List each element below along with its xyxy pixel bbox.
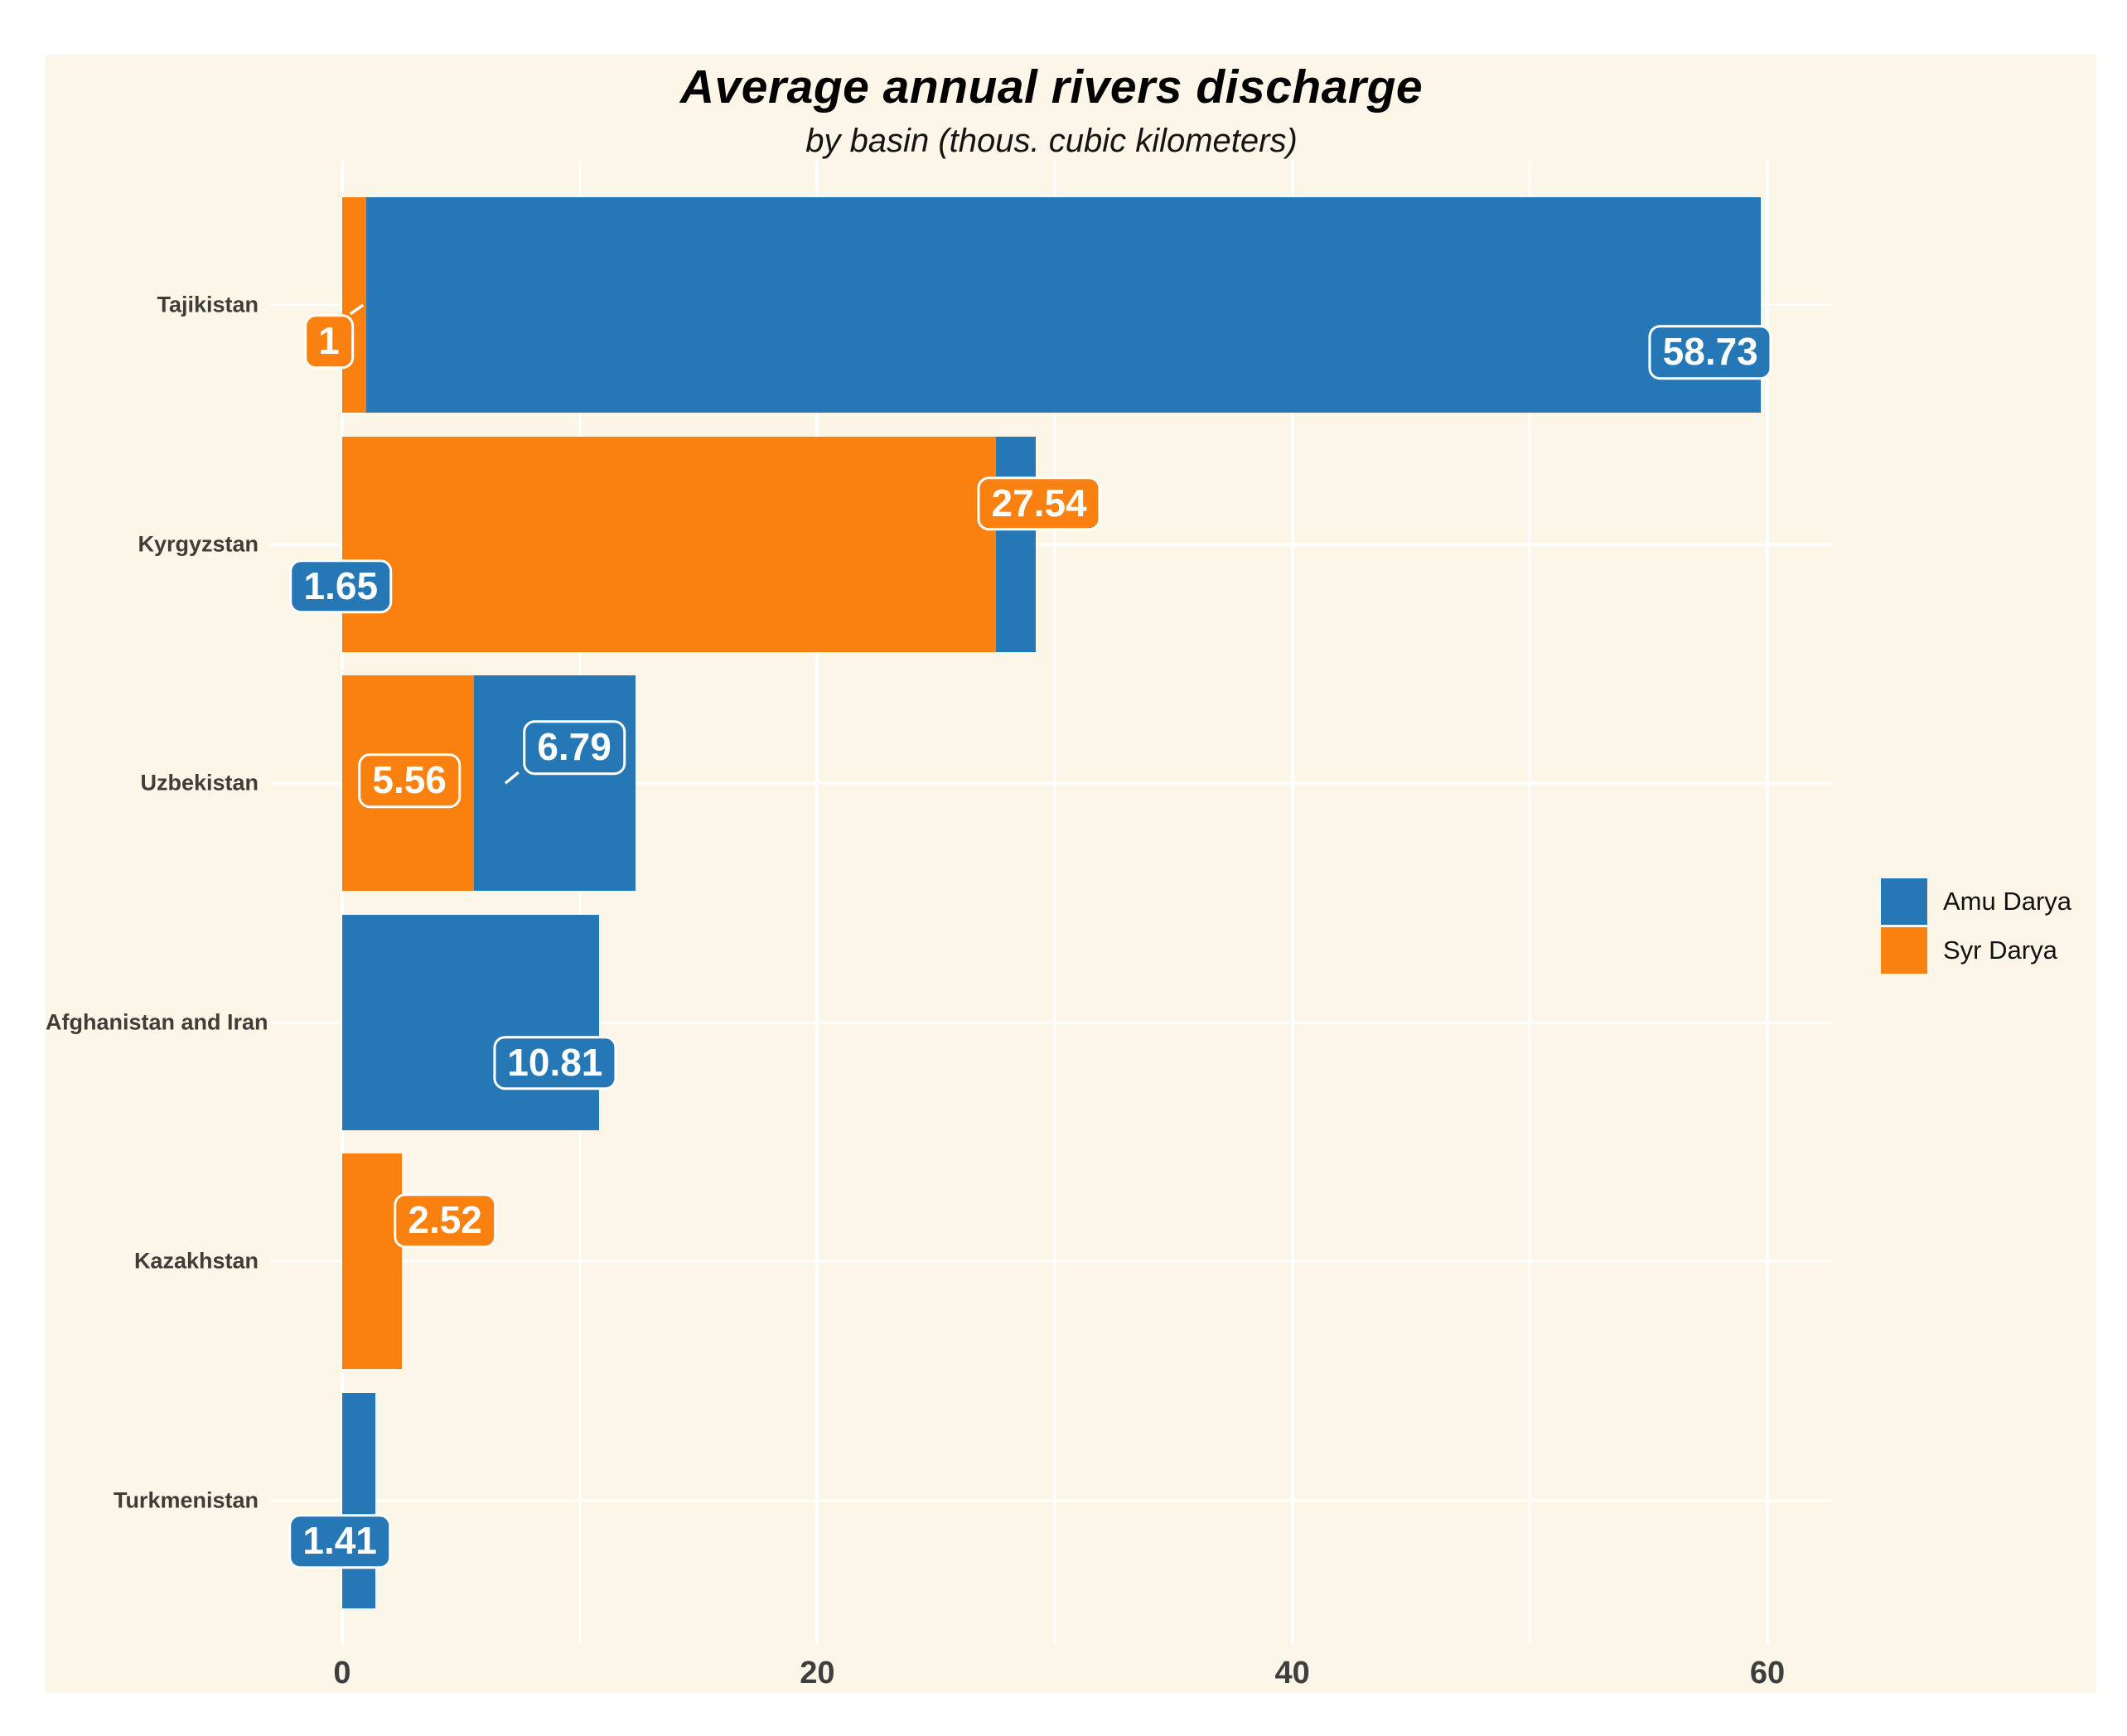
legend-label-syr-darya: Syr Darya	[1943, 935, 2057, 965]
x-gridline-60	[1766, 161, 1770, 1644]
x-tick-label-60: 60	[1749, 1656, 1786, 1690]
y-gridline	[271, 1499, 1832, 1502]
category-label-afghanistan-and-iran: Afghanistan and Iran	[46, 1009, 268, 1035]
value-badge-58.73: 58.73	[1648, 325, 1772, 380]
bar-segment-amu-darya	[474, 675, 636, 892]
label-leader-line	[504, 771, 520, 785]
x-axis-ticks: 0 20 40 60	[271, 1656, 1832, 1697]
y-gridline	[271, 781, 1832, 785]
x-gridline-10	[578, 161, 582, 1644]
x-gridline-0	[341, 161, 344, 1644]
category-label-kazakhstan: Kazakhstan	[133, 1248, 259, 1274]
bar-segment-amu-darya	[342, 1393, 376, 1608]
value-badges: 1 58.73 27.54 1.65 5.56 6.79 10.81 2.52 1.41	[271, 161, 1832, 1644]
category-label-tajikistan: Tajikistan	[157, 292, 259, 317]
value-badge-1: 1	[304, 314, 354, 369]
bar-segment-syr-darya	[342, 436, 997, 652]
legend-swatch-amu-darya	[1881, 878, 1927, 925]
plot-panel: 1 58.73 27.54 1.65 5.56 6.79 10.81 2.52 1.41	[271, 161, 1832, 1644]
category-label-turkmenistan: Turkmenistan	[113, 1487, 259, 1513]
legend-item-syr-darya: Syr Darya	[1881, 926, 2071, 974]
chart-subtitle: by basin (thous. cubic kilometers)	[805, 123, 1298, 159]
value-badge-2.52: 2.52	[394, 1193, 496, 1249]
value-badge-10.81: 10.81	[493, 1036, 617, 1090]
bar-segment-amu-darya	[365, 197, 1762, 413]
x-tick-label-20: 20	[800, 1656, 835, 1690]
chart-title: Average annual rivers discharge	[679, 60, 1424, 114]
x-gridline-30	[1053, 161, 1056, 1644]
legend-item-amu-darya: Amu Darya	[1881, 877, 2071, 926]
category-label-uzbekistan: Uzbekistan	[140, 770, 259, 795]
x-gridline-40	[1290, 161, 1294, 1644]
value-badge-6.79: 6.79	[523, 720, 626, 775]
bar-segment-amu-darya	[342, 914, 599, 1130]
x-tick-label-0: 0	[333, 1656, 351, 1690]
category-label-kyrgyzstan: Kyrgyzstan	[138, 531, 259, 557]
x-tick-label-40: 40	[1274, 1656, 1310, 1690]
value-badge-1.41: 1.41	[288, 1514, 391, 1569]
leader-lines	[349, 303, 520, 785]
label-leader-line	[349, 303, 365, 316]
y-gridline	[271, 543, 1832, 546]
legend: Amu Darya Syr Darya	[1881, 877, 2071, 974]
bars-layer	[271, 161, 1832, 1644]
y-gridline	[271, 1021, 1832, 1024]
value-badge-1.65: 1.65	[289, 559, 393, 614]
legend-label-amu-darya: Amu Darya	[1943, 886, 2072, 916]
legend-swatch-syr-darya	[1881, 926, 1927, 974]
bar-segment-syr-darya	[342, 1153, 403, 1370]
value-badge-5.56: 5.56	[358, 753, 461, 808]
bar-segment-amu-darya	[996, 436, 1036, 652]
x-gridline-50	[1528, 161, 1531, 1644]
x-gridline-20	[815, 161, 819, 1644]
value-badge-27.54: 27.54	[977, 476, 1101, 531]
y-gridline	[271, 1260, 1832, 1263]
